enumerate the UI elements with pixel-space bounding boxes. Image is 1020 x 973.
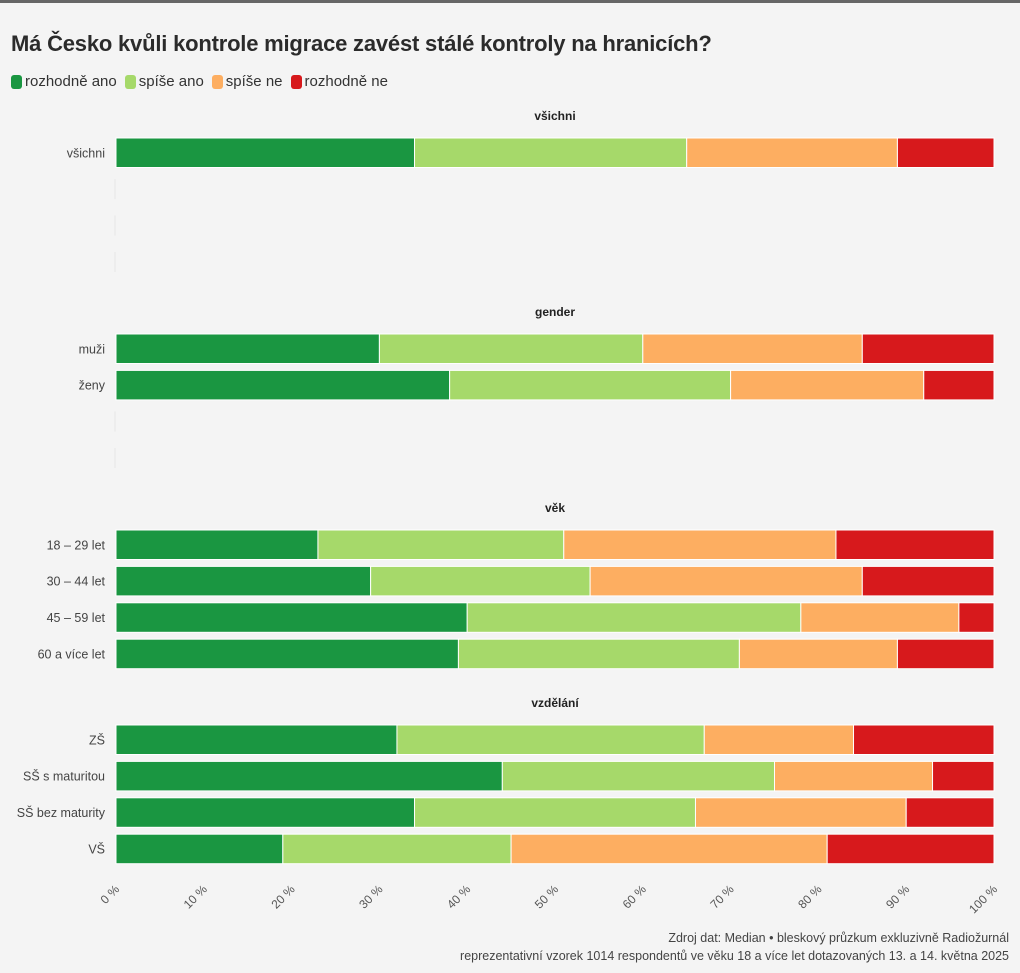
legend-item-spise-ne[interactable]: spíše ne [211, 73, 283, 90]
bar-segment-rozhodně-ano [115, 602, 468, 633]
bar-segment-spíše-ano [466, 602, 802, 633]
x-tick-label: 100 % [966, 882, 1000, 916]
bar-segment-rozhodně-ano [115, 565, 372, 597]
x-tick-label: 30 % [356, 882, 385, 911]
legend-label: rozhodně ano [25, 73, 117, 90]
bar-segment-spíše-ne [703, 724, 855, 755]
bar-segment-spíše-ano [396, 724, 705, 755]
bar-segment-spíše-ano [378, 333, 644, 364]
legend-swatch [290, 74, 302, 89]
bar-segment-rozhodně-ano [115, 529, 319, 560]
legend-item-rozhodne-ano[interactable]: rozhodně ano [11, 73, 117, 90]
bar-segment-spíše-ne [738, 638, 898, 670]
x-tick-label: 20 % [268, 882, 297, 911]
bar-segment-spíše-ne [563, 529, 837, 560]
x-tick-label: 10 % [181, 882, 210, 911]
bar-segment-rozhodně-ne [861, 565, 995, 597]
row-label: ženy [79, 379, 106, 393]
bar-segment-rozhodně-ano [115, 797, 416, 828]
row-label: 30 – 44 let [47, 575, 106, 589]
chart-title: Má Česko kvůli kontrole migrace zavést s… [11, 31, 712, 56]
bar-segment-rozhodně-ne [923, 369, 995, 401]
x-tick-label: 70 % [707, 882, 736, 911]
legend: rozhodně ano spíše ano spíše ne rozhodně… [11, 73, 388, 90]
legend-swatch [11, 74, 22, 89]
row-label: 60 a více let [38, 647, 106, 661]
bar-segment-rozhodně-ne [896, 638, 995, 670]
bar-segment-spíše-ne [800, 602, 960, 633]
bar-segment-spíše-ano [282, 833, 512, 865]
row-label: 18 – 29 let [47, 538, 106, 552]
legend-swatch [211, 74, 223, 89]
bar-segment-spíše-ano [449, 369, 732, 401]
bar-segment-rozhodně-ne [905, 797, 995, 828]
group-title: věk [545, 501, 565, 515]
bar-segment-spíše-ne [642, 333, 863, 364]
row-label: VŠ [88, 841, 105, 856]
bar-segment-spíše-ano [317, 529, 565, 560]
group-title: gender [535, 305, 575, 319]
bar-segment-rozhodně-ne [896, 137, 995, 168]
bar-segment-spíše-ne [589, 565, 863, 597]
source-line-2: reprezentativní vzorek 1014 respondentů … [460, 949, 1009, 963]
bar-segment-rozhodně-ne [958, 602, 995, 633]
bar-segment-rozhodně-ano [115, 833, 284, 865]
bar-segment-spíše-ne [686, 137, 898, 168]
legend-label: spíše ano [138, 73, 204, 90]
legend-label: spíše ne [225, 73, 283, 90]
bar-segment-rozhodně-ano [115, 760, 503, 792]
x-tick-label: 40 % [444, 882, 473, 911]
bar-segment-rozhodně-ne [861, 333, 995, 364]
legend-item-spise-ano[interactable]: spíše ano [124, 73, 204, 90]
bar-segment-spíše-ano [370, 565, 591, 597]
row-label: muži [79, 342, 105, 356]
bar-segment-rozhodně-ano [115, 638, 459, 670]
bar-segment-spíše-ano [414, 797, 696, 828]
bar-segment-rozhodně-ano [115, 333, 380, 364]
group-title: vzdělání [531, 696, 579, 710]
x-tick-label: 60 % [620, 882, 649, 911]
x-tick-label: 80 % [795, 882, 824, 911]
row-label: 45 – 59 let [47, 611, 106, 625]
bar-segment-rozhodně-ne [835, 529, 995, 560]
row-label: ZŠ [89, 732, 105, 747]
bar-segment-spíše-ne [774, 760, 934, 792]
bar-segment-spíše-ano [457, 638, 740, 670]
bar-segment-rozhodně-ne [826, 833, 995, 865]
legend-swatch [124, 74, 136, 89]
legend-label: rozhodně ne [304, 73, 388, 90]
group-title: všichni [534, 109, 575, 123]
source-note: Zdroj dat: Median • bleskový průzkum exk… [460, 929, 1009, 965]
bar-segment-spíše-ne [510, 833, 828, 865]
bar-segment-rozhodně-ano [115, 724, 398, 755]
x-tick-label: 90 % [883, 882, 912, 911]
bar-segment-rozhodně-ne [932, 760, 995, 792]
bar-segment-spíše-ano [501, 760, 775, 792]
x-tick-label: 50 % [532, 882, 561, 911]
bar-segment-spíše-ne [694, 797, 907, 828]
bar-segment-rozhodně-ano [115, 137, 416, 168]
bar-segment-spíše-ne [730, 369, 925, 401]
row-label: všichni [67, 146, 105, 160]
bar-segment-rozhodně-ano [115, 369, 451, 401]
bar-segment-spíše-ano [414, 137, 688, 168]
bar-segment-rozhodně-ne [853, 724, 995, 755]
source-line-1: Zdroj dat: Median • bleskový průzkum exk… [668, 931, 1009, 945]
legend-item-rozhodne-ne[interactable]: rozhodně ne [290, 73, 388, 90]
row-label: SŠ bez maturity [17, 805, 106, 820]
x-tick-label: 0 % [98, 882, 123, 907]
row-label: SŠ s maturitou [23, 769, 105, 784]
top-border [0, 0, 1020, 3]
